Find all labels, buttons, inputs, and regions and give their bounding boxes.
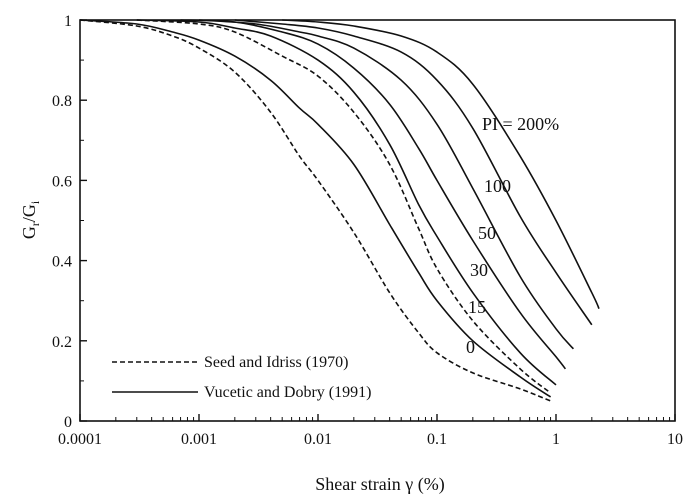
- curve-label: 30: [470, 260, 488, 280]
- y-axis-title-sub-den: i: [28, 200, 42, 204]
- x-tick-label: 0.001: [181, 431, 217, 448]
- seed-idriss-curve-0: [79, 19, 551, 402]
- curves: [79, 19, 600, 402]
- vucetic-dobry-curve-6: [234, 19, 593, 326]
- legend: Seed and Idriss (1970) Vucetic and Dobry…: [112, 354, 371, 401]
- y-axis-title-sep: /G: [19, 204, 39, 222]
- seed-idriss-curve-1: [136, 19, 552, 394]
- x-axis-title: Shear strain γ (%): [315, 474, 444, 495]
- y-tick-label: 0.4: [52, 254, 72, 271]
- y-tick-label: 0: [64, 414, 72, 431]
- curve-label: 50: [478, 223, 496, 243]
- y-tick-label: 0.6: [52, 173, 72, 190]
- x-tick-label: 0.1: [427, 431, 447, 448]
- y-tick-label: 1: [64, 13, 72, 30]
- curve-label: 100: [484, 176, 511, 196]
- vucetic-dobry-curve-3: [136, 19, 557, 386]
- x-axis-ticks: 0.0001 0.001 0.01 0.1 1 10: [58, 414, 683, 448]
- x-tick-label: 0.0001: [58, 431, 102, 448]
- plot-frame: [79, 19, 676, 422]
- curve-labels: 0 15 30 50 100 PI = 200%: [466, 114, 559, 357]
- vucetic-dobry-curve-5: [198, 19, 575, 350]
- vucetic-dobry-curve-2: [79, 19, 552, 398]
- vucetic-dobry-curve-4: [180, 19, 567, 370]
- y-axis-title-sub-num: r: [28, 222, 42, 226]
- x-tick-label: 1: [552, 431, 560, 448]
- y-tick-label: 0.2: [52, 334, 72, 351]
- plot-border: [79, 19, 676, 422]
- legend-label-vucetic-dobry: Vucetic and Dobry (1991): [204, 384, 371, 401]
- y-axis-title: Gr/Gi: [19, 200, 42, 239]
- legend-label-seed-idriss: Seed and Idriss (1970): [204, 354, 348, 371]
- x-tick-label: 0.01: [304, 431, 332, 448]
- y-tick-label: 0.8: [52, 93, 72, 110]
- y-axis-ticks: 0 0.2 0.4 0.6 0.8 1: [52, 13, 87, 431]
- curve-label: 15: [468, 297, 486, 317]
- curve-label: 0: [466, 337, 475, 357]
- y-axis-title-main: G: [19, 226, 39, 239]
- vucetic-dobry-curve-7: [282, 19, 600, 310]
- x-tick-label: 10: [667, 431, 683, 448]
- curve-label: PI = 200%: [482, 114, 559, 134]
